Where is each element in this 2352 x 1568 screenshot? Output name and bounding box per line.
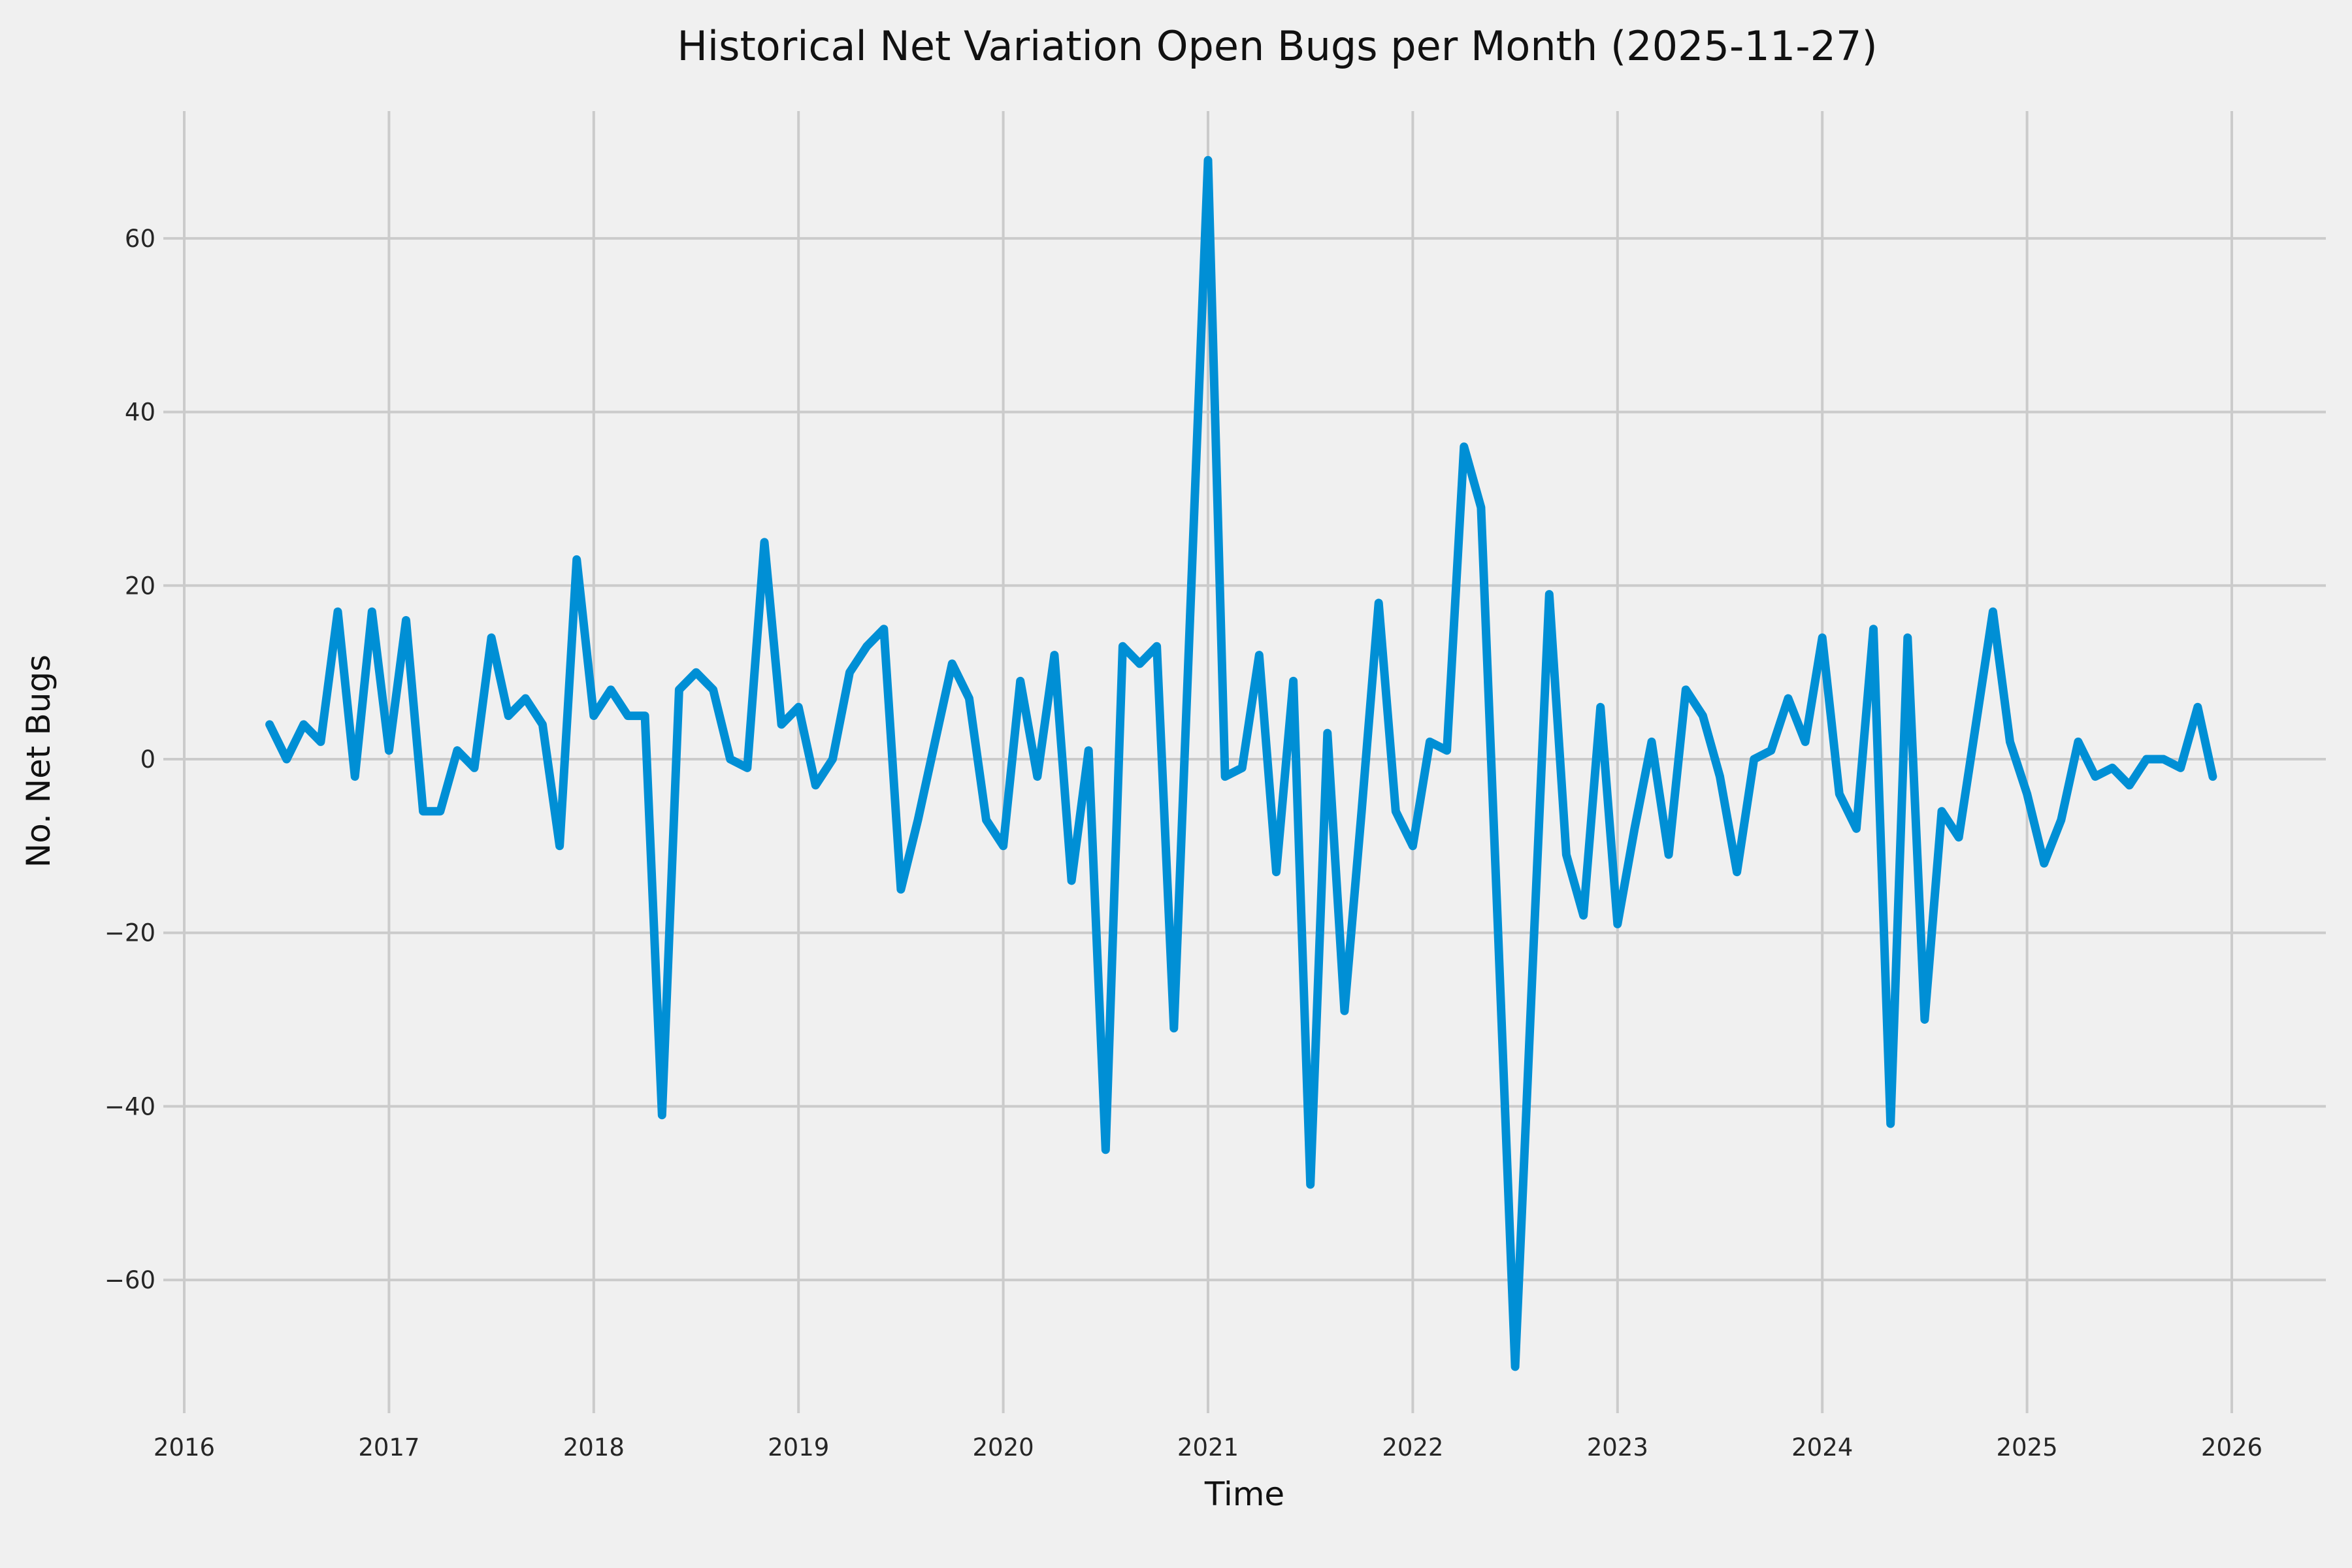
x-tick-label: 2017	[358, 1433, 419, 1462]
x-tick-label: 2025	[1997, 1433, 2058, 1462]
x-tick-label: 2016	[154, 1433, 215, 1462]
x-tick-label: 2019	[768, 1433, 829, 1462]
y-tick-label: 0	[140, 745, 155, 774]
x-tick-label: 2020	[973, 1433, 1034, 1462]
x-tick-label: 2026	[2201, 1433, 2262, 1462]
x-tick-label: 2021	[1177, 1433, 1239, 1462]
data-line-net-open-bugs-per-month	[265, 155, 2217, 1371]
x-tick-label: 2024	[1791, 1433, 1853, 1462]
grid	[163, 111, 2326, 1413]
y-tick-label: −20	[105, 919, 155, 947]
x-axis-label: Time	[1204, 1475, 1285, 1513]
y-tick-label: 60	[125, 225, 155, 253]
x-tick-label: 2022	[1382, 1433, 1443, 1462]
chart-title: Historical Net Variation Open Bugs per M…	[677, 22, 1878, 70]
y-tick-label: −60	[105, 1266, 155, 1294]
y-tick-label: 40	[125, 399, 155, 427]
y-tick-label: −40	[105, 1092, 155, 1120]
y-tick-label: 20	[125, 572, 155, 600]
x-tick-label: 2018	[563, 1433, 625, 1462]
y-axis-label-text: No. Net Bugs	[20, 654, 57, 868]
x-tick-label: 2023	[1587, 1433, 1648, 1462]
